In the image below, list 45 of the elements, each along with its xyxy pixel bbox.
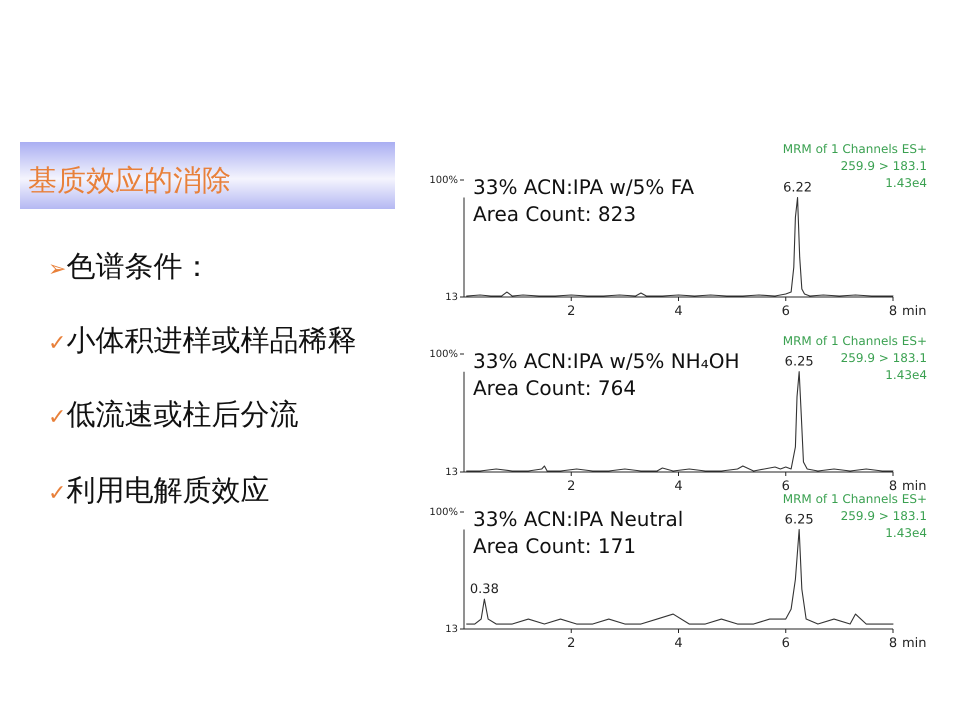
chart-subtitle: Area Count: 764	[473, 376, 636, 400]
x-tick-label: 2	[567, 479, 576, 494]
chart-title: 33% ACN:IPA w/5% NH₄OH	[473, 349, 740, 373]
annotation: 1.43e4	[885, 526, 927, 540]
chart-subtitle: Area Count: 171	[473, 534, 636, 558]
text: MRM of 1 Channels ES+	[782, 492, 927, 506]
text: 1.43e4	[885, 176, 927, 190]
chart-subtitle: Area Count: 823	[473, 202, 636, 226]
text: ✓低流速或柱后分流	[48, 397, 298, 431]
text: ➢色谱条件：	[48, 249, 212, 283]
x-tick-label: 2	[567, 304, 576, 319]
text: 基质效应的消除	[28, 163, 231, 197]
chart-title: 33% ACN:IPA Neutral	[473, 507, 684, 531]
text: 13	[445, 467, 458, 478]
annotation: 6.25	[784, 354, 814, 370]
text: 259.9 > 183.1	[840, 351, 927, 365]
x-tick-label: 4	[674, 479, 683, 494]
x-axis-title: min	[902, 636, 927, 651]
text: MRM of 1 Channels ES+	[782, 334, 927, 348]
x-tick-label: 8	[888, 636, 898, 651]
x-tick-label: 2	[567, 636, 576, 651]
x-axis-title: min	[902, 304, 927, 319]
annotation: 6.25	[784, 512, 814, 528]
x-tick-label: 8	[888, 479, 898, 494]
text: 100%	[429, 349, 458, 360]
x-tick-label: 4	[674, 636, 683, 651]
annotation: 0.38	[470, 582, 499, 598]
text: 259.9 > 183.1	[840, 509, 927, 523]
text: 100%	[429, 507, 458, 518]
annotation: 1.43e4	[885, 368, 927, 382]
x-tick-label: 6	[782, 636, 790, 651]
text: 13	[445, 624, 458, 635]
x-tick-label: 8	[888, 304, 898, 319]
text: 259.9 > 183.1	[840, 159, 927, 173]
x-tick-label: 6	[782, 304, 790, 319]
text: 13	[445, 292, 458, 303]
x-axis-title: min	[902, 479, 927, 494]
text: 100%	[429, 175, 458, 186]
x-tick-label: 4	[674, 304, 683, 319]
annotation: 6.22	[783, 180, 812, 196]
text: MRM of 1 Channels ES+	[782, 142, 927, 156]
chart-title: 33% ACN:IPA w/5% FA	[473, 175, 694, 199]
text: ✓小体积进样或样品稀释	[48, 323, 356, 357]
x-tick-label: 6	[782, 479, 790, 494]
text: ✓利用电解质效应	[48, 473, 270, 507]
